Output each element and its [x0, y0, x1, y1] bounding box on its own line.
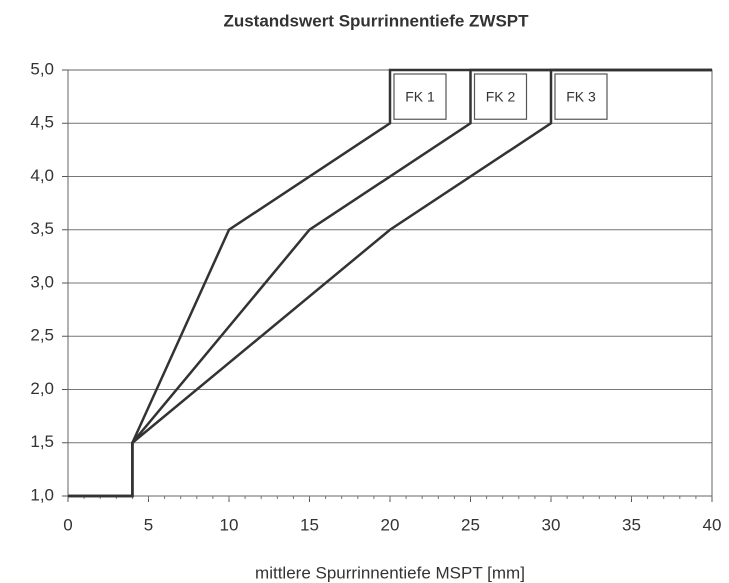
- x-tick-label: 10: [220, 515, 239, 534]
- x-axis-label: mittlere Spurrinnentiefe MSPT [mm]: [255, 563, 525, 582]
- x-tick-label: 40: [703, 515, 722, 534]
- y-tick-label: 4,0: [30, 166, 54, 185]
- x-tick-label: 30: [542, 515, 561, 534]
- x-tick-label: 25: [461, 515, 480, 534]
- legend-label: FK 2: [486, 89, 516, 105]
- y-tick-label: 4,5: [30, 113, 54, 132]
- x-tick-label: 15: [300, 515, 319, 534]
- x-tick-label: 20: [381, 515, 400, 534]
- legend-label: FK 1: [405, 89, 435, 105]
- y-tick-label: 1,0: [30, 485, 54, 504]
- y-tick-label: 1,5: [30, 432, 54, 451]
- series-line: [68, 68, 712, 498]
- x-tick-label: 0: [63, 515, 72, 534]
- x-tick-label: 35: [622, 515, 641, 534]
- x-tick-label: 5: [144, 515, 153, 534]
- legend-label: FK 3: [566, 89, 596, 105]
- y-tick-label: 3,0: [30, 272, 54, 291]
- legend-box: [473, 73, 528, 120]
- legend-box: [554, 73, 608, 120]
- y-tick-label: 2,0: [30, 379, 54, 398]
- legend-box: [393, 73, 447, 120]
- y-tick-label: 3,5: [30, 219, 54, 238]
- chart-title: Zustandswert Spurrinnentiefe ZWSPT: [223, 11, 529, 30]
- y-tick-label: 2,5: [30, 326, 54, 345]
- y-tick-label: 5,0: [30, 59, 54, 78]
